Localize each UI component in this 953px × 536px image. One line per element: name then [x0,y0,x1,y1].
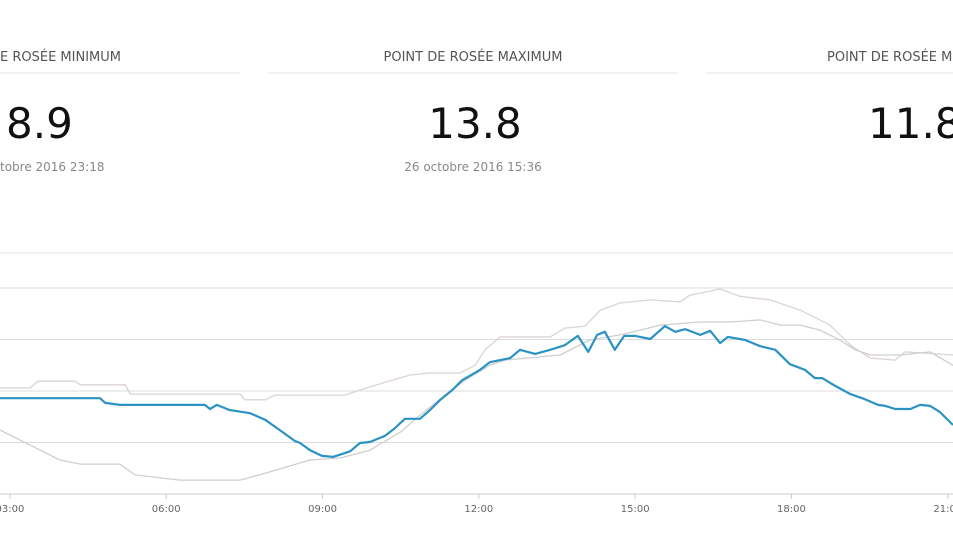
x-tick-label: 21:00 [933,504,953,515]
card-date: 26 octobre 2016 15:36 [404,160,542,174]
card-value: 13.8 [428,99,522,148]
chart: 03:00 06:00 09:00 12:00 15:00 18:00 21:00 [0,252,953,515]
card-title: POINT DE ROSÉE MAXIMUM [384,49,563,65]
series-line [0,319,953,481]
card-title: POINT DE ROSÉE M [827,49,952,65]
series-line [0,288,953,401]
x-tick-label: 18:00 [777,504,806,515]
series-line [0,325,953,458]
x-tick-label: 12:00 [464,504,493,515]
x-tick-label: 09:00 [308,504,337,515]
x-tick-label: 03:00 [0,504,24,515]
card-value: 11.8 [868,99,953,148]
card-title: E ROSÉE MINIMUM [0,49,121,65]
x-tick-label: 15:00 [621,504,650,515]
x-tick-label: 06:00 [152,504,181,515]
card-date: tobre 2016 23:18 [0,160,104,174]
card-value: 8.9 [6,99,73,148]
